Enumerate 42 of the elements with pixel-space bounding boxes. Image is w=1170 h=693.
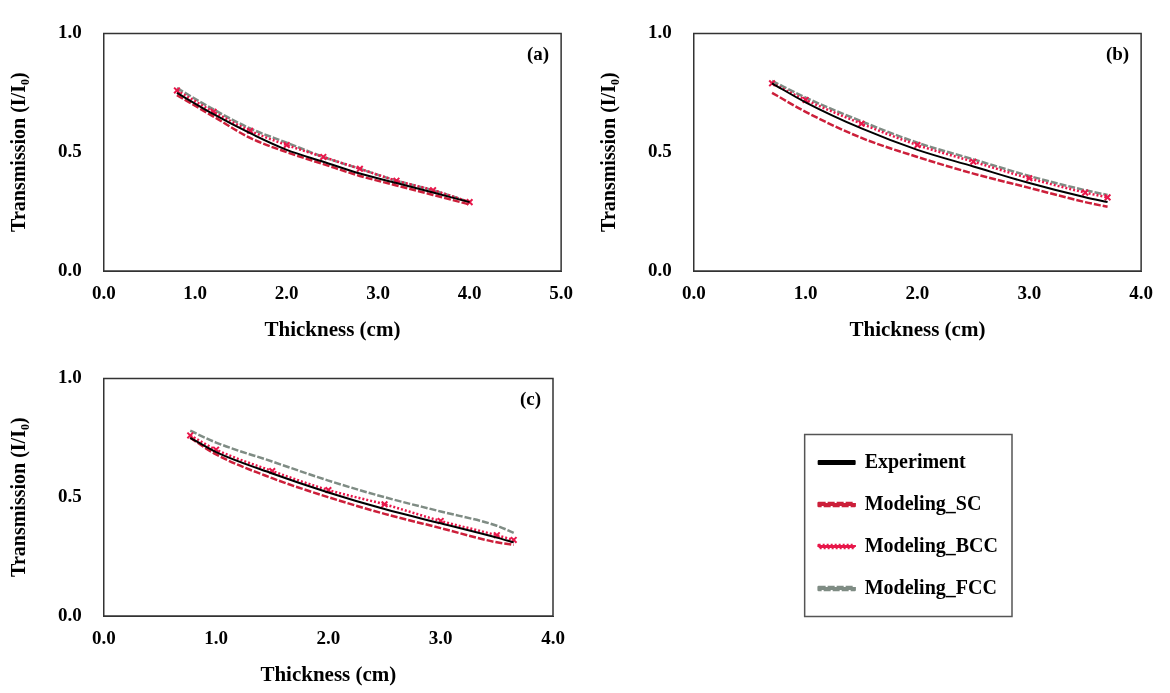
point (1025, 174, 1034, 183)
legend-label: Modeling_FCC (864, 575, 997, 599)
x-tick-label: 4.0 (541, 627, 565, 649)
y-tick-label: 0.0 (58, 603, 82, 625)
legend-label: Modeling_SC (864, 491, 982, 515)
x-tick-label: 0.0 (91, 627, 116, 649)
x-tick-label: 1.0 (793, 282, 818, 304)
x-axis-title: Thickness (cm) (264, 316, 401, 341)
x-tick-label: 0.0 (91, 282, 116, 304)
x-tick-label: 2.0 (274, 282, 299, 304)
text: (b) (1105, 42, 1130, 65)
x-tick-label: 3.0 (1017, 282, 1042, 304)
point (969, 157, 978, 166)
y-tick-label: 0.0 (648, 258, 672, 280)
point (1103, 193, 1112, 202)
x-tick-label: 2.0 (905, 282, 930, 304)
y-tick-label: 1.0 (58, 366, 82, 388)
y-tick-label: 1.0 (648, 21, 672, 43)
x-axis-title: Thickness (cm) (849, 316, 986, 341)
x-tick-label: 1.0 (204, 627, 228, 649)
x-tick-label: 1.0 (183, 282, 208, 304)
point (1081, 188, 1090, 197)
y-tick-label: 0.5 (58, 140, 82, 162)
y-tick-label: 0.0 (58, 258, 82, 280)
y-tick-label: 0.5 (648, 140, 672, 162)
legend-label: Modeling_BCC (864, 533, 998, 557)
y-axis-title: Transmission (I/I₀) (7, 417, 31, 577)
x-tick-label: 3.0 (366, 282, 391, 304)
y-tick-label: 1.0 (58, 21, 82, 43)
y-axis-title: Transmission (I/I₀) (7, 72, 31, 232)
x-axis-title: Thickness (cm) (260, 661, 397, 686)
legend-label: Experiment (864, 449, 967, 473)
x-tick-label: 4.0 (1129, 282, 1153, 304)
x-tick-label: 0.0 (681, 282, 706, 304)
text: (a) (526, 42, 550, 65)
x-tick-label: 2.0 (316, 627, 341, 649)
x-tick-label: 3.0 (428, 627, 453, 649)
x-tick-label: 5.0 (549, 282, 573, 304)
y-tick-label: 0.5 (58, 485, 82, 507)
text: (c) (519, 387, 541, 410)
x-tick-label: 4.0 (457, 282, 482, 304)
y-axis-title: Transmission (I/I₀) (597, 72, 621, 232)
